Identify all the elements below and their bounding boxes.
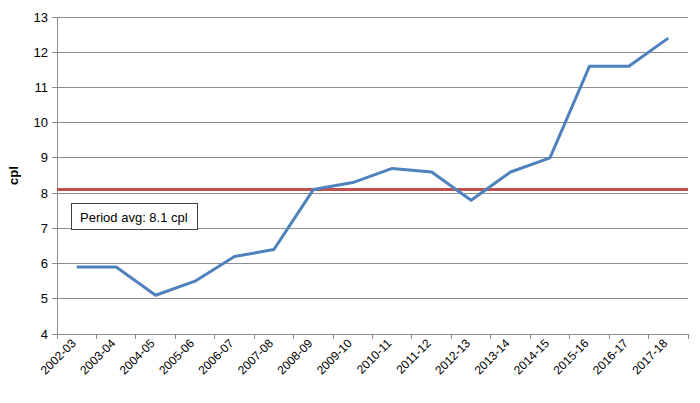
- x-tick-label: 2013-14: [472, 336, 513, 377]
- y-tick-label: 7: [41, 221, 48, 236]
- x-tick-label: 2003-04: [77, 336, 118, 377]
- x-tick-label: 2007-08: [235, 336, 276, 377]
- x-tick-label: 2004-05: [117, 336, 158, 377]
- x-tick: [688, 334, 689, 339]
- grid-line: [57, 87, 688, 88]
- x-tick: [530, 334, 531, 339]
- y-tick-label: 13: [34, 10, 48, 25]
- grid-line: [57, 263, 688, 264]
- x-tick: [648, 334, 649, 339]
- x-tick: [411, 334, 412, 339]
- y-tick-label: 6: [41, 256, 48, 271]
- annotation: Period avg: 8.1 cpl: [80, 210, 188, 225]
- y-tick: [52, 157, 57, 158]
- x-tick: [333, 334, 334, 339]
- grid-line: [57, 157, 688, 158]
- x-tick-label: 2006-07: [196, 336, 237, 377]
- x-tick-label: 2012-13: [432, 336, 473, 377]
- x-tick-label: 2009-10: [314, 336, 355, 377]
- y-tick: [52, 263, 57, 264]
- y-tick: [52, 193, 57, 194]
- y-axis: [57, 17, 58, 334]
- x-tick-label: 2011-12: [393, 336, 434, 377]
- x-tick: [57, 334, 58, 339]
- x-tick-label: 2008-09: [274, 336, 315, 377]
- y-tick-label: 4: [41, 327, 48, 342]
- x-tick: [175, 334, 176, 339]
- y-tick: [52, 17, 57, 18]
- x-tick: [293, 334, 294, 339]
- x-tick: [372, 334, 373, 339]
- x-tick-label: 2002-03: [38, 336, 79, 377]
- x-tick: [135, 334, 136, 339]
- x-tick: [451, 334, 452, 339]
- y-tick-label: 12: [34, 45, 48, 60]
- x-tick-label: 2017-18: [629, 336, 670, 377]
- grid-line: [57, 298, 688, 299]
- annotation-box: [71, 204, 197, 230]
- x-tick-label: 2010-11: [354, 336, 395, 377]
- y-tick: [52, 298, 57, 299]
- x-tick-label: 2005-06: [156, 336, 197, 377]
- x-tick-label: 2015-16: [550, 336, 591, 377]
- y-tick-label: 11: [35, 80, 49, 95]
- grid-line: [57, 17, 688, 18]
- x-tick: [254, 334, 255, 339]
- y-tick-label: 5: [41, 291, 48, 306]
- x-tick: [569, 334, 570, 339]
- x-tick-label: 2016-17: [590, 336, 631, 377]
- x-tick-label: 2014-15: [511, 336, 552, 377]
- y-tick-label: 10: [34, 115, 48, 130]
- y-tick: [52, 228, 57, 229]
- chart: 4 5 6 7 8 9 10 11 12 13 2002-032003-042004-052005-…: [0, 0, 700, 403]
- y-tick-label: 8: [41, 186, 48, 201]
- x-tick: [96, 334, 97, 339]
- grid-line: [57, 52, 688, 53]
- x-tick: [214, 334, 215, 339]
- grid-line: [57, 122, 688, 123]
- y-axis-label: cpl: [6, 166, 21, 185]
- y-tick-label: 9: [41, 150, 48, 165]
- data-line: [77, 38, 669, 295]
- plot-area: [57, 38, 688, 295]
- y-tick: [52, 52, 57, 53]
- y-tick: [52, 334, 57, 335]
- y-tick: [52, 122, 57, 123]
- x-tick: [609, 334, 610, 339]
- y-tick: [52, 87, 57, 88]
- x-tick: [490, 334, 491, 339]
- reference-line: [57, 188, 688, 191]
- grid-line: [57, 193, 688, 194]
